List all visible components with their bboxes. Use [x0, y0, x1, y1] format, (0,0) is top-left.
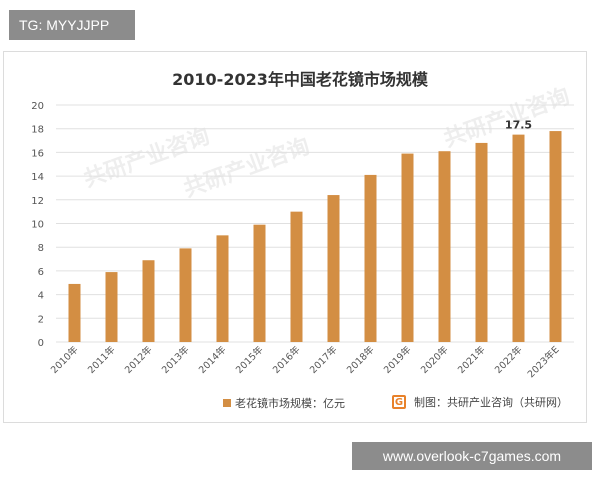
- x-tick-label: 2013年: [159, 343, 192, 376]
- bar: [253, 224, 266, 342]
- source-credit: G 制图：共研产业咨询（共研网）: [392, 394, 568, 410]
- bar: [401, 153, 414, 342]
- bar: [512, 134, 525, 342]
- y-tick-label: 14: [31, 172, 44, 183]
- chart-title: 2010-2023年中国老花镜市场规模: [172, 70, 428, 89]
- y-tick-label: 6: [38, 267, 44, 278]
- bar: [290, 211, 303, 342]
- x-tick-label: 2010年: [48, 343, 81, 376]
- y-tick-label: 16: [31, 148, 44, 159]
- x-tick-label: 2023年E: [525, 344, 562, 381]
- x-tick-label: 2016年: [270, 343, 303, 376]
- tag-label: TG: MYYJJPP: [9, 10, 135, 40]
- legend: 老花镜市场规模：亿元: [223, 395, 345, 411]
- x-tick-label: 2014年: [196, 343, 229, 376]
- y-tick-label: 20: [31, 101, 44, 112]
- x-tick-label: 2020年: [418, 343, 451, 376]
- bar: [475, 142, 488, 342]
- bar: [105, 272, 118, 342]
- x-tick-label: 2022年: [492, 343, 525, 376]
- source-text: 制图：共研产业咨询（共研网）: [414, 396, 568, 409]
- x-tick-label: 2012年: [122, 343, 155, 376]
- bar: [364, 174, 377, 342]
- data-label: 17.5: [505, 119, 532, 132]
- bar: [327, 195, 340, 342]
- x-tick-label: 2019年: [381, 343, 414, 376]
- legend-swatch: [223, 399, 231, 407]
- x-tick-label: 2018年: [344, 343, 377, 376]
- bar: [438, 151, 451, 342]
- legend-label: 老花镜市场规模：亿元: [235, 397, 345, 410]
- x-tick-label: 2011年: [85, 343, 118, 376]
- y-tick-label: 4: [38, 291, 44, 302]
- bar: [142, 260, 155, 342]
- bar: [179, 248, 192, 342]
- y-tick-label: 18: [31, 125, 44, 136]
- bar: [549, 131, 562, 342]
- y-tick-label: 0: [38, 338, 44, 349]
- y-tick-label: 10: [31, 220, 44, 231]
- y-tick-label: 12: [31, 196, 44, 207]
- bar: [68, 283, 81, 342]
- brand-logo-icon: G: [392, 395, 406, 409]
- website-banner[interactable]: www.overlook-c7games.com: [352, 442, 592, 470]
- bar: [216, 235, 229, 342]
- y-tick-label: 2: [38, 314, 44, 325]
- x-tick-label: 2015年: [233, 343, 266, 376]
- y-tick-label: 8: [38, 243, 44, 254]
- x-tick-label: 2017年: [307, 343, 340, 376]
- x-tick-label: 2021年: [455, 343, 488, 376]
